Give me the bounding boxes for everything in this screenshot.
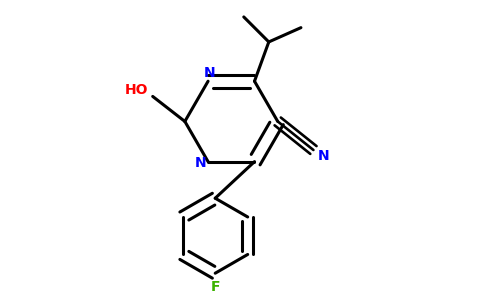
Text: N: N	[195, 156, 206, 170]
Text: HO: HO	[125, 83, 149, 97]
Text: N: N	[204, 66, 216, 80]
Text: F: F	[211, 280, 220, 294]
Text: N: N	[318, 149, 329, 164]
